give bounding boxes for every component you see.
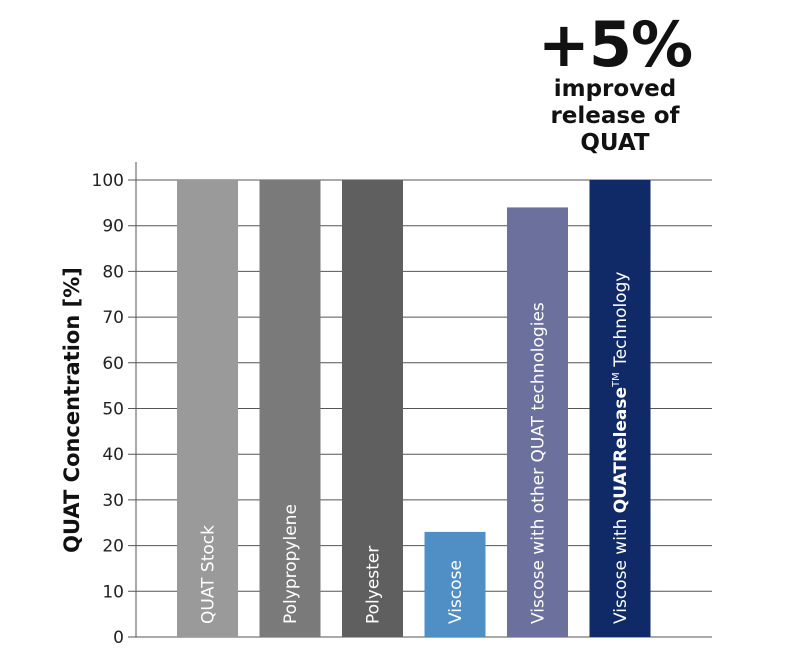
bar-1 — [259, 180, 321, 637]
y-tick-label: 30 — [102, 491, 124, 511]
y-tick-label: 10 — [102, 582, 124, 602]
annotation-headline: +5% — [537, 8, 693, 81]
y-tick-label: 20 — [102, 537, 124, 557]
y-tick-label: 50 — [102, 400, 124, 420]
bar-label-2: Polyester — [364, 546, 384, 624]
bar-label-5: Viscose with QUATReleaseTM Technology — [611, 272, 631, 624]
y-tick-label: 100 — [92, 171, 124, 191]
y-axis-ticks: 0 10 20 30 40 50 60 70 80 90 100 — [92, 171, 124, 648]
bar-label-4: Viscose with other QUAT technologies — [529, 302, 549, 624]
bar-label-0: QUAT Stock — [199, 525, 219, 624]
y-tick-label: 90 — [102, 217, 124, 237]
annotation-line-1: improved — [553, 76, 677, 102]
y-tick-label: 40 — [102, 445, 124, 465]
y-tick-label: 70 — [102, 308, 124, 328]
bar-label-trademark: TM — [611, 372, 622, 388]
bar-4 — [507, 207, 568, 638]
annotation-text: improved release of QUAT — [500, 76, 730, 157]
y-tick-label: 80 — [102, 262, 124, 282]
bar-5 — [589, 180, 651, 637]
bars: QUAT Stock Polypropylene Polyester Viscose V… — [177, 180, 651, 638]
bar-label-suffix: Technology — [611, 272, 631, 373]
annotation-line-2: release of — [550, 103, 680, 129]
annotation-line-3: QUAT — [580, 130, 650, 156]
bar-0 — [177, 180, 238, 637]
bar-3 — [424, 531, 486, 637]
y-tick-label: 0 — [113, 628, 124, 648]
bar-2 — [342, 180, 403, 637]
bar-label-prefix: Viscose with — [611, 513, 631, 624]
y-tick-label: 60 — [102, 354, 124, 374]
bar-label-3: Viscose — [446, 560, 466, 624]
y-axis-label: QUAT Concentration [%] — [60, 267, 84, 553]
bar-label-brand: QUATRelease — [611, 387, 631, 513]
bar-label-1: Polypropylene — [281, 504, 301, 624]
